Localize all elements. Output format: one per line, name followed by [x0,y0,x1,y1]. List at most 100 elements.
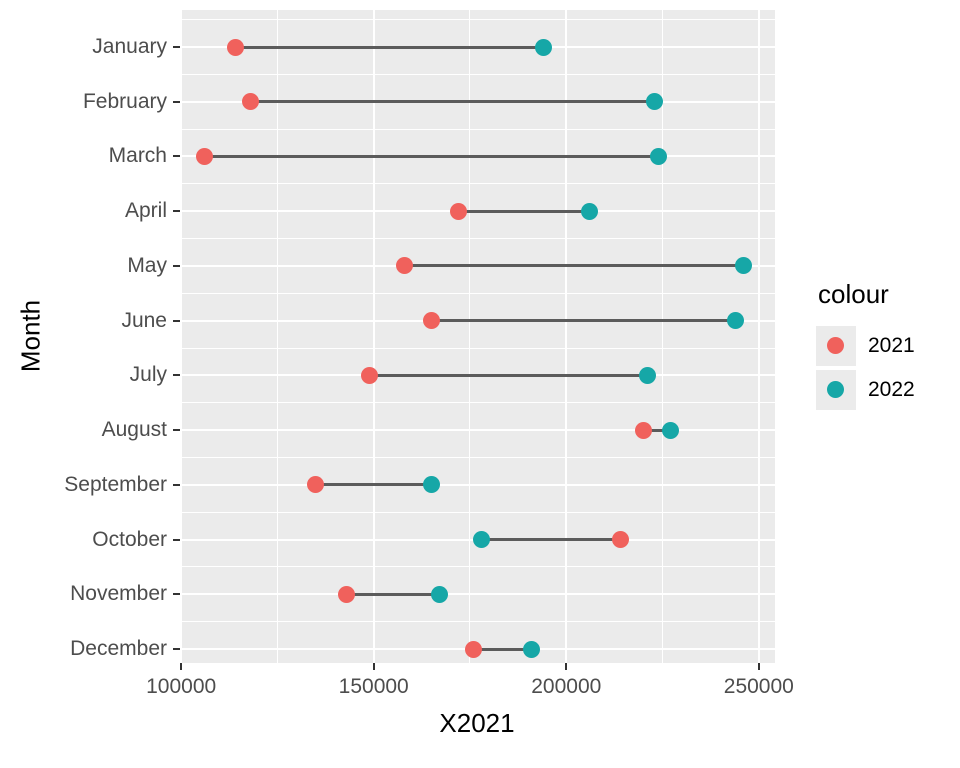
data-point-2021 [307,476,325,494]
data-point-2021 [396,257,414,275]
data-point-2021 [195,147,213,165]
y-tick-mark [173,155,180,158]
y-tick-label-december: December [70,637,167,660]
data-point-2021 [634,421,652,439]
data-point-2021 [611,531,629,549]
y-tick-label-february: February [82,89,167,113]
connector-line [369,373,648,377]
minor-gridline-y [180,456,775,458]
minor-gridline-y [180,402,775,404]
x-tick-mark [180,663,183,670]
data-point-2022 [734,257,752,275]
data-point-2021 [226,38,244,56]
y-tick-mark [173,100,180,103]
data-point-2021 [361,366,379,384]
minor-gridline-y [180,511,775,513]
data-point-2022 [646,93,664,111]
y-tick-label-june: June [121,308,167,332]
connector-line [431,319,736,323]
y-tick-label-may: May [127,253,167,277]
minor-gridline-y [180,73,775,75]
data-point-2022 [580,202,598,220]
data-point-2021 [449,202,467,220]
x-axis-title: X2021 [439,708,515,738]
x-tick-label: 150000 [338,675,409,698]
minor-gridline-x [276,10,278,663]
y-tick-label-july: July [129,363,167,387]
minor-gridline-y [180,183,775,185]
major-gridline-y [180,429,775,432]
x-tick-mark [372,663,375,670]
connector-line [235,45,544,49]
y-tick-mark [173,648,180,650]
y-tick-mark [173,210,180,213]
connector-line [643,428,671,432]
data-point-2022 [473,531,491,549]
legend-dot-2022 [827,381,844,398]
major-gridline-y [180,593,775,596]
data-point-2022 [661,421,679,439]
data-point-2022 [422,476,440,494]
x-tick-label: 250000 [723,675,794,698]
connector-line [481,538,621,542]
y-tick-label-september: September [64,472,167,496]
connector-line [346,592,440,596]
y-tick-label-april: April [124,199,167,223]
y-axis-title: Month [15,299,46,373]
y-tick-mark [173,483,180,486]
y-tick-label-november: November [70,582,167,606]
y-tick-label-march: March [108,144,167,168]
y-tick-mark [173,374,180,377]
y-tick-label-january: January [92,35,167,58]
y-tick-mark [173,429,180,432]
x-tick-mark [757,663,760,670]
plot-panel [180,10,775,663]
x-tick-label: 200000 [531,675,602,698]
data-point-2022 [727,312,745,330]
y-tick-mark [173,538,180,541]
legend: colour 2021 2022 [806,270,960,430]
data-point-2021 [422,312,440,330]
major-gridline-x [372,10,375,663]
major-gridline-x [180,10,183,663]
x-tick-label: 100000 [146,675,217,698]
data-point-2022 [523,640,541,658]
minor-gridline-y [180,19,775,21]
minor-gridline-x [469,10,471,663]
y-tick-label-august: August [101,418,167,442]
connector-line [473,647,532,651]
y-tick-mark [173,319,180,322]
major-gridline-x [565,10,568,663]
minor-gridline-y [180,292,775,294]
data-point-2022 [638,366,656,384]
major-gridline-y [180,483,775,486]
data-point-2021 [241,93,259,111]
data-point-2021 [338,585,356,603]
data-point-2021 [465,640,483,658]
data-point-2022 [430,585,448,603]
y-tick-mark [173,593,180,596]
major-gridline-x [757,10,760,663]
connector-line [204,154,659,158]
minor-gridline-y [180,347,775,349]
x-tick-mark [565,663,568,670]
legend-dot-2021 [827,337,844,354]
minor-gridline-y [180,238,775,240]
data-point-2022 [650,147,668,165]
y-tick-mark [173,264,180,267]
connector-line [315,483,432,487]
data-point-2022 [534,38,552,56]
y-tick-label-october: October [92,527,167,551]
legend-title: colour [818,279,889,309]
connector-line [250,100,655,104]
minor-gridline-y [180,621,775,623]
connector-line [458,209,590,213]
legend-label-2021: 2021 [868,334,915,357]
legend-label-2022: 2022 [868,378,915,401]
minor-gridline-y [180,128,775,130]
minor-gridline-y [180,566,775,568]
y-tick-mark [173,46,180,48]
minor-gridline-x [662,10,664,663]
connector-line [404,264,744,268]
